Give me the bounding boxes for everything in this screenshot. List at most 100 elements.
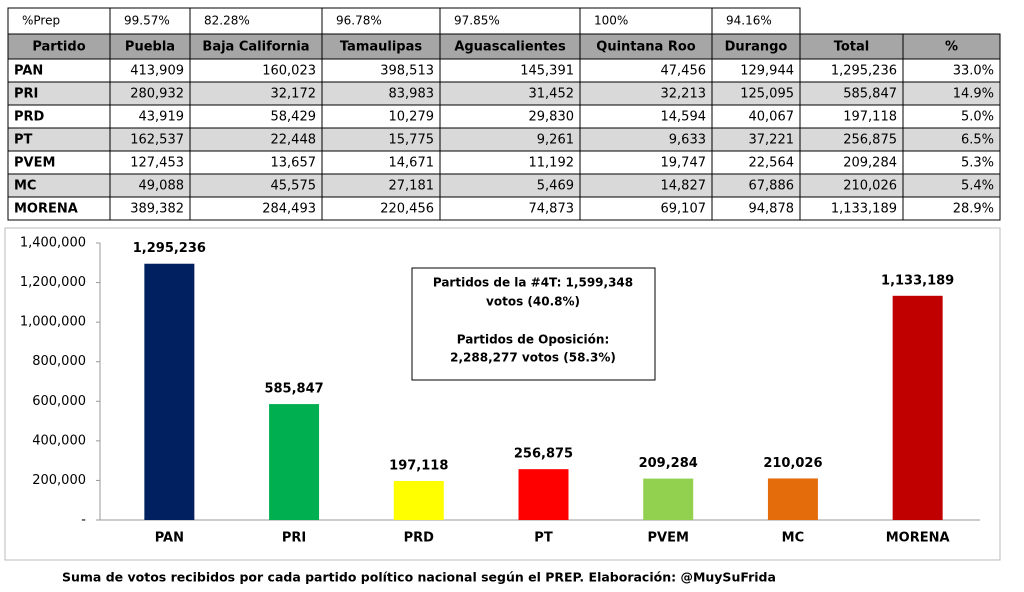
- cell-value: 5.4%: [961, 179, 994, 194]
- cell-value: 413,909: [130, 64, 184, 79]
- party-name: MORENA: [14, 202, 78, 217]
- cell-value: 1,295,236: [831, 64, 897, 79]
- cell-value: 398,513: [380, 64, 434, 79]
- prep-cell: 100%: [594, 14, 628, 28]
- x-tick-label: PVEM: [648, 531, 689, 546]
- cell-value: 94,878: [749, 202, 795, 217]
- header-text: Aguascalientes: [454, 40, 566, 55]
- cell-value: 33.0%: [953, 64, 994, 79]
- cell-value: 14,671: [389, 156, 435, 171]
- prep-cell: %Prep: [22, 14, 60, 28]
- cell-value: 19,747: [661, 156, 707, 171]
- cell-value: 29,830: [529, 110, 575, 125]
- cell-value: 160,023: [262, 64, 316, 79]
- prep-cell: 82.28%: [204, 14, 250, 28]
- cell-value: 585,847: [843, 87, 897, 102]
- party-name: PVEM: [14, 156, 55, 171]
- annotation: Partidos de Oposición:: [457, 333, 610, 347]
- cell-value: 162,537: [130, 133, 184, 148]
- cell-value: 6.5%: [961, 133, 994, 148]
- cell-value: 47,456: [661, 64, 707, 79]
- table-cell: [321, 7, 441, 35]
- party-name: PRI: [14, 87, 38, 102]
- cell-value: 9,633: [669, 133, 706, 148]
- x-tick-label: PRD: [404, 531, 435, 546]
- cell-value: 31,452: [529, 87, 575, 102]
- annotation: votos (40.8%): [486, 295, 580, 309]
- cell-value: 13,657: [271, 156, 317, 171]
- data-label: 585,847: [264, 382, 323, 397]
- x-tick-label: PRI: [282, 531, 306, 546]
- cell-value: 67,886: [749, 179, 795, 194]
- cell-value: 14,827: [661, 179, 707, 194]
- x-tick-label: MC: [782, 531, 804, 546]
- cell-value: 22,448: [271, 133, 317, 148]
- cell-value: 49,088: [139, 179, 185, 194]
- cell-value: 9,261: [537, 133, 574, 148]
- prep-cell: 97.85%: [454, 14, 500, 28]
- cell-value: 69,107: [661, 202, 707, 217]
- cell-value: 280,932: [130, 87, 184, 102]
- cell-value: 83,983: [389, 87, 435, 102]
- header-cell: [799, 33, 904, 60]
- y-tick-label: 1,000,000: [20, 315, 86, 330]
- cell-value: 40,067: [749, 110, 795, 125]
- cell-value: 37,221: [749, 133, 795, 148]
- party-name: PRD: [14, 110, 45, 125]
- cell-value: 210,026: [843, 179, 897, 194]
- cell-value: 127,453: [130, 156, 184, 171]
- cell-value: 27,181: [389, 179, 435, 194]
- cell-value: 145,391: [520, 64, 574, 79]
- y-tick-label: -: [81, 513, 86, 528]
- cell-value: 129,944: [740, 64, 794, 79]
- x-tick-label: PAN: [155, 531, 184, 546]
- cell-value: 5.0%: [961, 110, 994, 125]
- cell-value: 389,382: [130, 202, 184, 217]
- bar: [767, 478, 818, 520]
- data-label: 256,875: [514, 447, 573, 462]
- cell-value: 14.9%: [953, 87, 994, 102]
- header-text: Baja California: [202, 40, 309, 55]
- data-label: 1,133,189: [881, 273, 954, 288]
- party-name: MC: [14, 179, 36, 194]
- header-text: Tamaulipas: [340, 40, 423, 55]
- cell-value: 209,284: [843, 156, 897, 171]
- cell-value: 256,875: [843, 133, 897, 148]
- prep-cell: 99.57%: [124, 14, 170, 28]
- header-text: Durango: [725, 40, 788, 55]
- cell-value: 125,095: [740, 87, 794, 102]
- cell-value: 15,775: [389, 133, 435, 148]
- cell-value: 74,873: [529, 202, 575, 217]
- y-tick-label: 400,000: [32, 433, 86, 448]
- caption: Suma de votos recibidos por cada partido…: [62, 570, 776, 585]
- cell-value: 1,133,189: [831, 202, 897, 217]
- y-tick-label: 1,400,000: [20, 236, 86, 251]
- cell-value: 5,469: [537, 179, 574, 194]
- table-cell: [902, 196, 1001, 221]
- prep-cell: 96.78%: [336, 14, 382, 28]
- bar: [643, 478, 694, 520]
- header-cell: [189, 33, 323, 60]
- x-tick-label: PT: [534, 531, 553, 546]
- cell-value: 58,429: [271, 110, 317, 125]
- annotation-box: [411, 267, 656, 381]
- bar: [144, 263, 195, 520]
- cell-value: 32,213: [661, 87, 707, 102]
- table-cell: [109, 7, 191, 35]
- y-tick-label: 1,200,000: [20, 275, 86, 290]
- data-label: 209,284: [639, 456, 698, 471]
- cell-value: 11,192: [529, 156, 575, 171]
- cell-value: 197,118: [843, 110, 897, 125]
- header-text: Total: [834, 40, 870, 55]
- bar: [393, 480, 444, 520]
- header-text: %: [945, 40, 958, 55]
- cell-value: 32,172: [271, 87, 317, 102]
- party-name: PT: [14, 133, 33, 148]
- header-text: Puebla: [125, 40, 175, 55]
- header-cell: [579, 33, 713, 60]
- table-cell: [7, 7, 111, 35]
- header-cell: [902, 33, 1001, 60]
- cell-value: 5.3%: [961, 156, 994, 171]
- prep-cell: 94.16%: [726, 14, 772, 28]
